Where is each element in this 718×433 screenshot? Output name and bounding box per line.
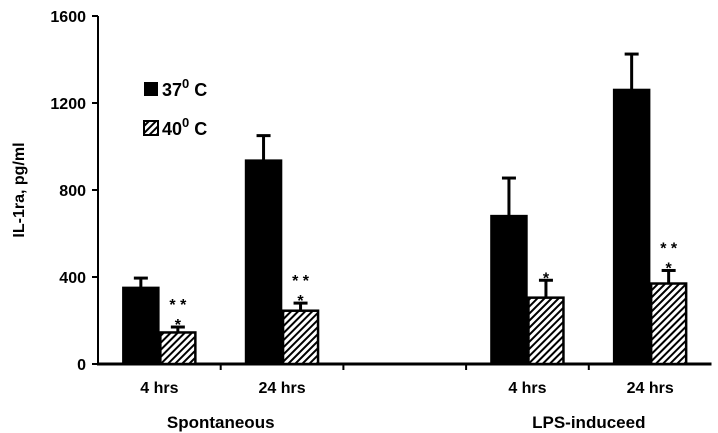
legend: 370 C 400 C: [143, 76, 207, 139]
bar-37-3: [612, 88, 651, 366]
legend-label-37: 370 C: [162, 76, 207, 100]
significance-marker: *: [175, 317, 182, 334]
y-axis-label: IL-1ra, pg/ml: [11, 142, 28, 237]
legend-swatch-37: [144, 82, 158, 96]
bar-40-0: [159, 331, 197, 366]
significance-marker: * *: [169, 297, 187, 314]
y-tick-label: 800: [59, 183, 86, 200]
significance-marker: *: [666, 260, 673, 277]
labels: 4 hrs 24 hrs 4 hrs 24 hrs * * * * * * * * * * Spont…: [140, 240, 678, 432]
bar-37-0: [122, 286, 160, 366]
group-label: LPS-induceed: [532, 413, 645, 432]
y-tick-label: 0: [77, 357, 86, 374]
x-tick-label: 4 hrs: [508, 380, 546, 397]
y-tick-label: 400: [59, 270, 86, 287]
bar-40-3: [649, 282, 688, 366]
group-label: Spontaneous: [167, 413, 275, 432]
bar-37-2: [490, 214, 528, 366]
significance-marker: *: [297, 293, 304, 310]
axes: 0 400 800 1200 1600: [50, 9, 712, 374]
y-tick-label: 1600: [50, 9, 86, 26]
x-tick-label: 4 hrs: [140, 380, 178, 397]
bar-37-1: [244, 159, 283, 366]
significance-marker: * *: [292, 273, 310, 290]
bar-40-1: [281, 309, 320, 366]
significance-marker: *: [543, 270, 550, 287]
significance-marker: * *: [660, 240, 678, 257]
bar-40-2: [527, 296, 565, 366]
bars: [122, 52, 688, 366]
y-tick-label: 1200: [50, 96, 86, 113]
x-tick-label: 24 hrs: [627, 380, 674, 397]
x-tick-label: 24 hrs: [258, 380, 305, 397]
legend-swatch-40: [143, 120, 159, 136]
legend-label-40: 400 C: [162, 115, 207, 139]
